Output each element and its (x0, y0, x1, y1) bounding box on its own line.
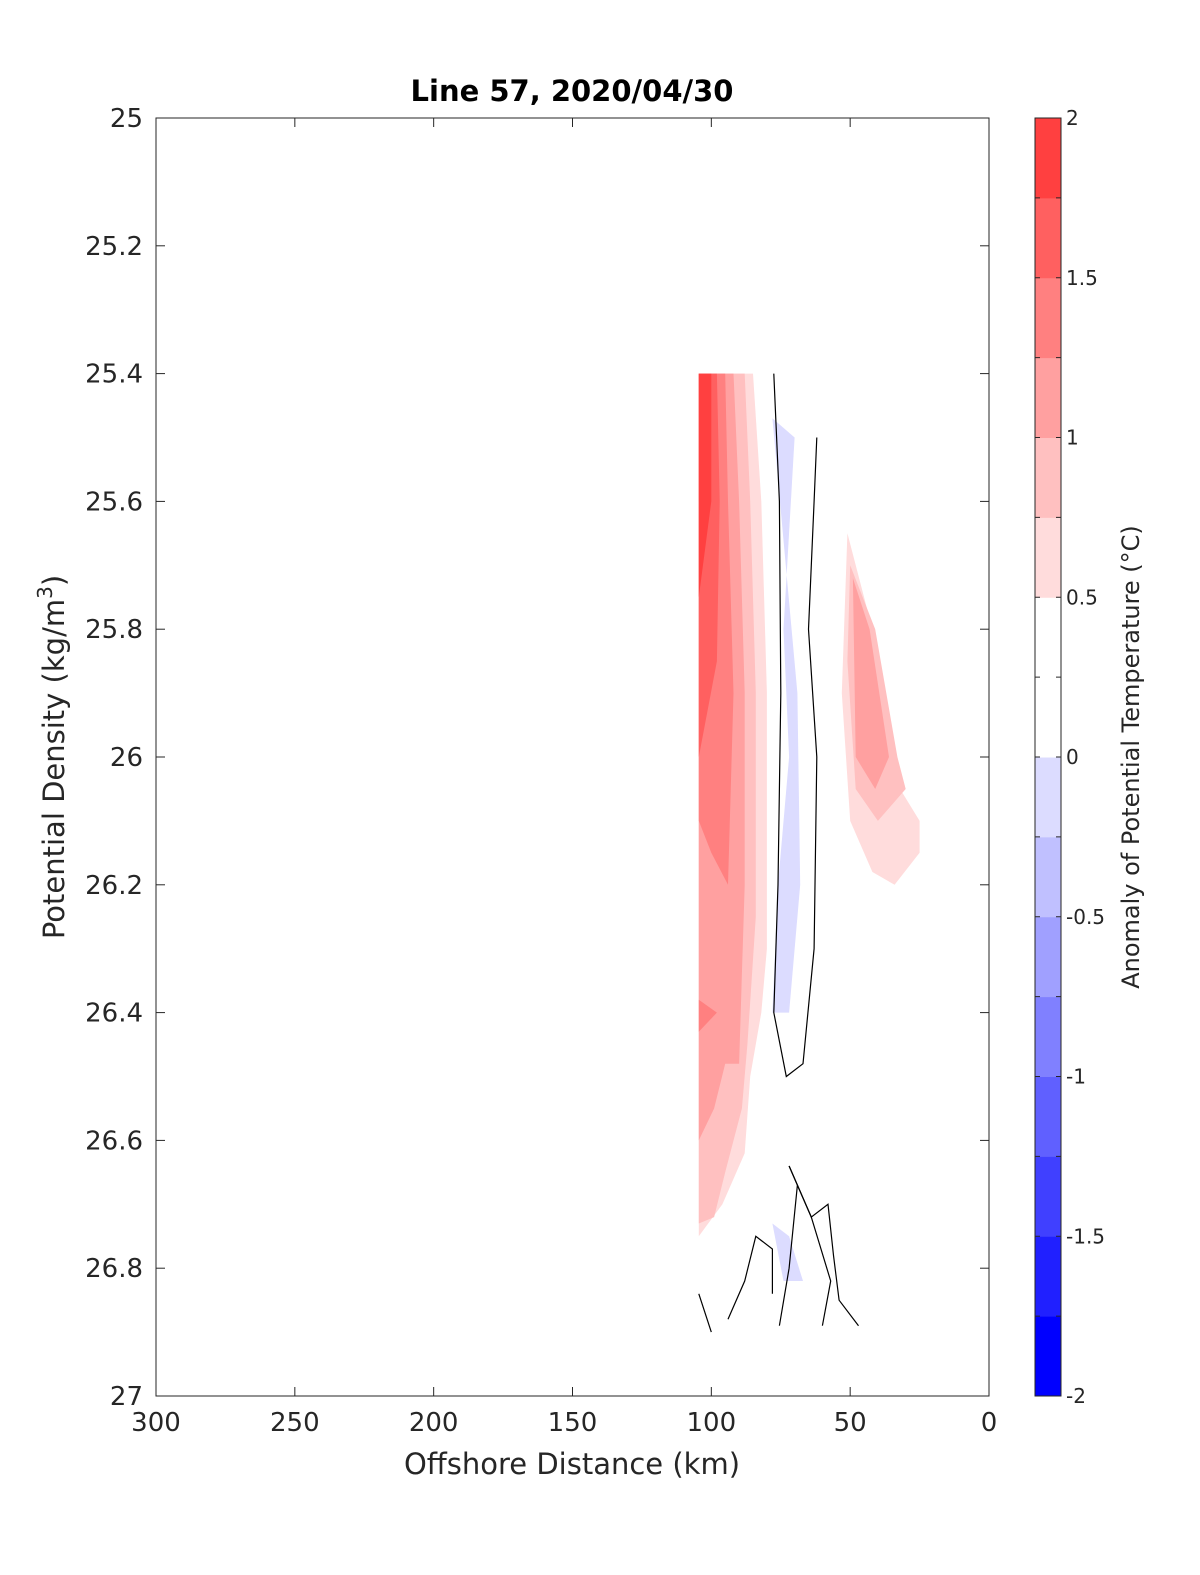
colorbar-band (1035, 197, 1061, 279)
y-axis-label-base: Potential Density (kg/m (37, 599, 71, 939)
y-tick-label: 26.4 (85, 999, 143, 1029)
zero-contour-line (773, 373, 818, 1078)
y-axis-ticks (156, 117, 989, 1397)
colorbar-tick-label: -1.5 (1066, 1224, 1105, 1248)
chart-title: Line 57, 2020/04/30 (411, 74, 734, 108)
zero-contour-lines (698, 373, 859, 1333)
colorbar-band (1035, 1076, 1061, 1157)
colorbar: 2 1.5 1 0.5 0 -0.5 -1 -1.5 -2 Anomaly of Potenti… (1034, 106, 1145, 1408)
x-tick-label: 200 (409, 1408, 459, 1438)
colorbar-tick-label: -1 (1066, 1065, 1086, 1089)
y-tick-label: 25.8 (85, 615, 143, 645)
colorbar-band (1035, 1156, 1061, 1237)
colorbar-band (1035, 1236, 1061, 1317)
x-tick-label: 0 (981, 1408, 998, 1438)
contour-fills (698, 373, 920, 1333)
colorbar-band (1035, 118, 1061, 199)
contour-region (733, 1319, 762, 1333)
y-tick-label: 26.2 (85, 871, 143, 901)
colorbar-tick-label: 0.5 (1066, 585, 1098, 609)
x-axis-ticks (155, 118, 990, 1396)
colorbar-label: Anomaly of Potential Temperature (°C) (1117, 525, 1145, 989)
y-tick-label: 27 (110, 1382, 143, 1412)
contour-region (698, 373, 712, 598)
colorbar-band (1035, 916, 1061, 998)
colorbar-band (1035, 437, 1061, 518)
plot-area (155, 117, 990, 1397)
x-axis-tick-labels: 300 250 200 150 100 50 0 (131, 1408, 997, 1438)
y-tick-label: 25.4 (85, 360, 143, 390)
y-tick-label: 25 (110, 104, 143, 134)
contour-region (772, 418, 801, 1013)
colorbar-band (1035, 1316, 1061, 1397)
y-tick-label: 26.6 (85, 1126, 143, 1156)
x-tick-label: 250 (270, 1408, 320, 1438)
colorbar-band (1035, 836, 1061, 918)
colorbar-tick-label: 1.5 (1066, 266, 1098, 290)
contour-region (789, 482, 920, 1256)
y-axis-label-close: ) (37, 575, 71, 586)
x-tick-label: 50 (834, 1408, 867, 1438)
y-axis-tick-labels: 25 25.2 25.4 25.6 25.8 26 26.2 26.4 26.6 26.8 27 (85, 104, 143, 1412)
colorbar-tick-label: -0.5 (1066, 905, 1105, 929)
y-tick-label: 26 (110, 743, 143, 773)
y-tick-label: 26.8 (85, 1254, 143, 1284)
colorbar-ticks (1035, 117, 1061, 1397)
colorbar-tick-label: -2 (1066, 1384, 1086, 1408)
zero-contour-line (727, 1235, 774, 1320)
zero-contour-line (698, 1293, 712, 1333)
x-tick-label: 100 (687, 1408, 737, 1438)
contour-region (852, 578, 889, 789)
y-axis-label-superscript: 3 (33, 586, 57, 599)
y-tick-label: 25.6 (85, 487, 143, 517)
colorbar-band (1035, 597, 1061, 678)
colorbar-tick-label: 2 (1066, 106, 1079, 130)
colorbar-band (1035, 677, 1061, 758)
x-tick-label: 300 (131, 1408, 181, 1438)
colorbar-bands (1035, 118, 1061, 1397)
colorbar-tick-label: 1 (1066, 426, 1079, 450)
colorbar-band (1035, 757, 1061, 838)
x-axis-label: Offshore Distance (km) (404, 1447, 740, 1481)
colorbar-tick-label: 0 (1066, 745, 1079, 769)
colorbar-band (1035, 357, 1061, 439)
contour-region (698, 999, 717, 1032)
y-axis-label: Potential Density (kg/m3) (33, 575, 71, 939)
zero-contour-line (788, 1165, 859, 1327)
colorbar-band (1035, 517, 1061, 598)
colorbar-band (1035, 996, 1061, 1078)
y-tick-label: 25.2 (85, 232, 143, 262)
colorbar-band (1035, 277, 1061, 359)
contour-region (772, 1223, 803, 1281)
x-tick-label: 150 (548, 1408, 598, 1438)
colorbar-tick-labels: 2 1.5 1 0.5 0 -0.5 -1 -1.5 -2 (1066, 106, 1105, 1408)
